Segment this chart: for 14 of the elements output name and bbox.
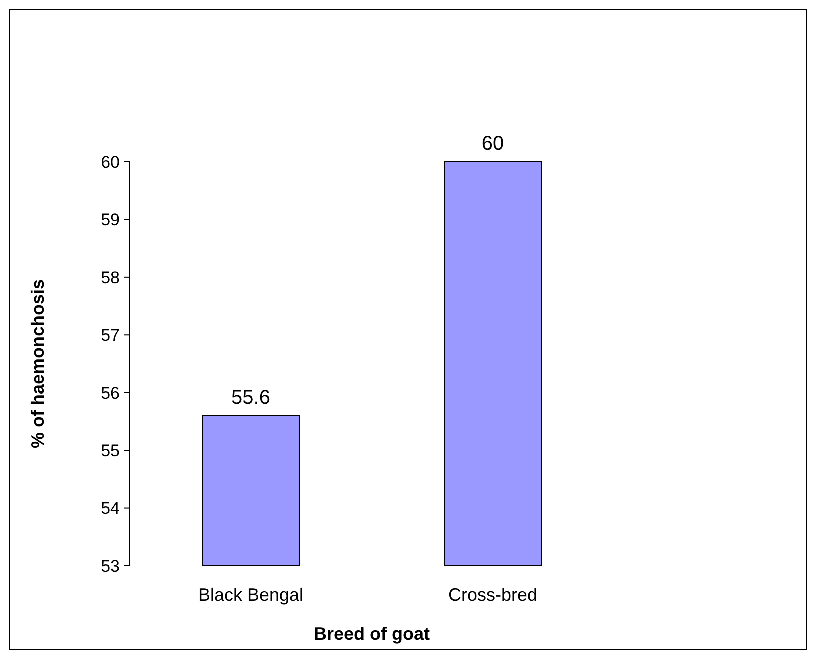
y-tick-label: 54: [101, 499, 120, 518]
y-tick-label: 56: [101, 384, 120, 403]
y-tick-label: 60: [101, 152, 120, 172]
data-label: 60: [482, 133, 504, 155]
y-tick-label: 53: [101, 556, 120, 576]
x-axis-title: Breed of goat: [314, 624, 430, 644]
y-axis-title: % of haemonchosis: [28, 279, 48, 449]
y-tick-label: 57: [101, 326, 120, 346]
y-tick-label: 59: [101, 210, 120, 230]
y-tick-label: 55: [101, 442, 120, 461]
y-tick-label: 58: [101, 268, 120, 288]
data-label: 55.6: [232, 386, 270, 409]
x-tick-label: Black Bengal: [198, 585, 304, 605]
x-tick-label: Cross-bred: [448, 585, 538, 605]
